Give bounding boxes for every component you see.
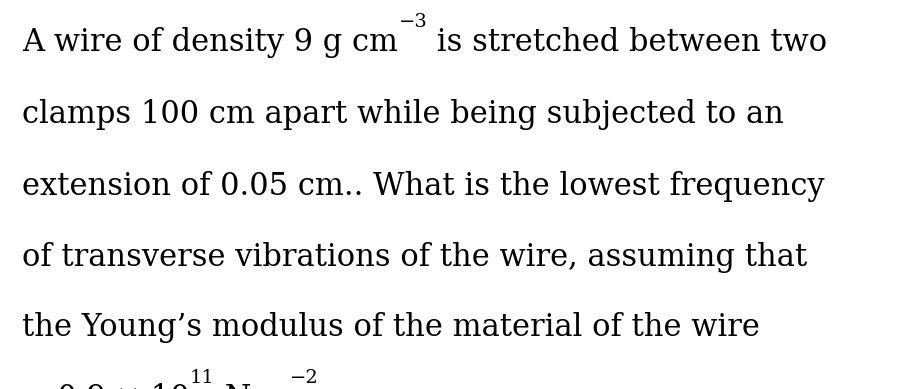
Text: extension of 0.05 cm.. What is the lowest frequency: extension of 0.05 cm.. What is the lowes… [22, 170, 825, 202]
Text: clamps 100 cm apart while being subjected to an: clamps 100 cm apart while being subjecte… [22, 98, 785, 130]
Text: the Young’s modulus of the material of the wire: the Young’s modulus of the material of t… [22, 312, 760, 343]
Text: N m: N m [215, 382, 290, 389]
Text: −3: −3 [399, 13, 427, 31]
Text: .: . [319, 382, 328, 389]
Text: of transverse vibrations of the wire, assuming that: of transverse vibrations of the wire, as… [22, 242, 807, 273]
Text: 11: 11 [190, 369, 215, 387]
Text: −2: −2 [290, 369, 319, 387]
Text: is stretched between two: is stretched between two [428, 26, 827, 58]
Text: = 0.9 × 10: = 0.9 × 10 [22, 382, 190, 389]
Text: A wire of density 9 g cm: A wire of density 9 g cm [22, 26, 399, 58]
